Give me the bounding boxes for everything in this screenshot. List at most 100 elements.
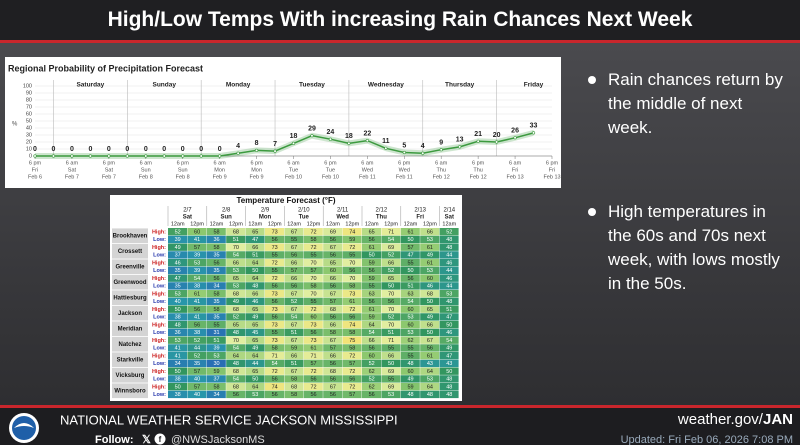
temp-cell <box>362 321 381 329</box>
temp-value: 58 <box>330 330 336 336</box>
date-header: 2/14 <box>443 208 455 214</box>
temp-cell <box>265 297 284 306</box>
temp-cell <box>439 359 459 368</box>
point <box>181 154 185 158</box>
temp-cell <box>362 359 381 368</box>
temp-cell <box>342 359 362 368</box>
temp-cell <box>342 266 362 275</box>
temp-value: 41 <box>194 315 200 321</box>
temp-value: 60 <box>427 276 433 282</box>
temp-value: 55 <box>369 284 375 290</box>
temp-cell <box>265 328 284 337</box>
temp-cell <box>284 259 304 267</box>
temp-cell <box>439 321 459 329</box>
temp-cell <box>323 243 343 251</box>
temp-value: 56 <box>369 299 375 305</box>
temp-cell <box>284 266 304 275</box>
temp-value: 72 <box>310 245 316 251</box>
social-handle[interactable]: @NWSJacksonMS <box>171 434 265 445</box>
temp-value: 66 <box>427 229 433 235</box>
temp-cell <box>303 390 323 399</box>
hour-header: 12am <box>248 221 262 227</box>
temp-value: 34 <box>175 361 181 367</box>
temp-value: 56 <box>330 315 336 321</box>
temp-cell <box>362 282 381 290</box>
temp-value: 57 <box>330 346 336 352</box>
x-tick-label: 6 pm <box>472 160 485 166</box>
day-label: Monday <box>226 82 251 89</box>
temp-cell <box>168 359 187 368</box>
temp-cell <box>420 321 440 329</box>
temp-cell <box>168 266 187 275</box>
temp-cell <box>342 344 362 352</box>
temp-value: 46 <box>446 260 452 266</box>
temp-value: 72 <box>272 369 278 375</box>
x-tick-label: Tue <box>326 167 335 173</box>
temp-value: 60 <box>310 315 316 321</box>
temp-cell <box>303 243 323 251</box>
bullet: Rain chances return by the middle of nex… <box>588 68 788 140</box>
date-header: 2/10 <box>298 208 310 214</box>
temp-cell <box>187 352 207 360</box>
temp-value: 65 <box>369 229 375 235</box>
temp-cell <box>400 305 420 313</box>
temp-cell <box>284 313 304 321</box>
point <box>273 149 277 153</box>
data-label: 0 <box>70 146 74 153</box>
temp-cell <box>206 290 226 298</box>
temp-cell <box>187 344 207 352</box>
temp-value: 72 <box>272 276 278 282</box>
temp-cell <box>303 305 323 313</box>
temp-cell <box>265 344 284 352</box>
x-tick-label: 6 pm <box>324 160 337 166</box>
temp-value: 53 <box>407 315 413 321</box>
temp-value: 58 <box>349 330 355 336</box>
temp-value: 34 <box>213 392 219 398</box>
temp-cell <box>226 336 246 344</box>
temp-value: 55 <box>291 237 297 243</box>
temp-value: 35 <box>194 361 200 367</box>
temp-cell <box>381 375 401 383</box>
temp-cell <box>420 352 440 360</box>
temp-value: 72 <box>349 384 355 390</box>
data-label: 0 <box>181 146 185 153</box>
temp-cell <box>342 228 362 236</box>
temp-cell <box>168 390 187 399</box>
temp-value: 55 <box>407 346 413 352</box>
row-label: Low: <box>153 330 166 336</box>
temp-value: 75 <box>349 338 355 344</box>
temp-cell <box>381 336 401 344</box>
y-tick-label: 30 <box>26 132 32 138</box>
temp-cell <box>400 228 420 236</box>
temp-value: 70 <box>349 276 355 282</box>
temp-value: 56 <box>213 276 219 282</box>
temp-cell <box>439 251 459 259</box>
temp-value: 48 <box>233 330 239 336</box>
day-label: Wednesday <box>368 82 404 89</box>
temp-cell <box>362 251 381 259</box>
temp-cell <box>245 352 265 360</box>
website[interactable]: weather.gov/JAN <box>677 411 793 428</box>
temp-value: 56 <box>272 284 278 290</box>
row-label: High: <box>152 384 166 390</box>
day-header: Mon <box>259 215 272 221</box>
temp-cell <box>226 375 246 383</box>
hour-header: 12pm <box>190 221 204 227</box>
temp-cell <box>206 297 226 306</box>
nws-logo-cloud <box>14 423 34 428</box>
temp-value: 49 <box>427 253 433 259</box>
temp-value: 35 <box>175 284 181 290</box>
point <box>476 139 480 143</box>
temp-cell <box>342 259 362 267</box>
temp-cell <box>420 383 440 391</box>
temp-value: 70 <box>349 260 355 266</box>
row-label: Low: <box>153 237 166 243</box>
temp-value: 55 <box>272 268 278 274</box>
temp-cell <box>439 375 459 383</box>
temp-cell <box>381 313 401 321</box>
temp-value: 73 <box>272 322 278 328</box>
temp-cell <box>342 282 362 290</box>
temp-value: 40 <box>194 377 200 383</box>
temp-cell <box>226 243 246 251</box>
temp-value: 50 <box>446 369 452 375</box>
